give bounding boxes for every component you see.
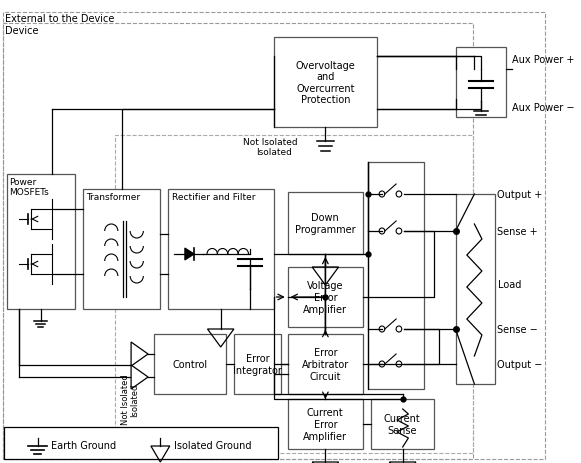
Text: Isolated Ground: Isolated Ground bbox=[174, 440, 251, 450]
Text: Voltage
Error
Amplifier: Voltage Error Amplifier bbox=[303, 281, 347, 314]
Text: Transformer: Transformer bbox=[86, 193, 140, 201]
Text: Load: Load bbox=[498, 279, 521, 289]
Bar bbox=[6, 175, 76, 309]
Text: Error
Integrator: Error Integrator bbox=[233, 353, 282, 375]
Text: Down
Programmer: Down Programmer bbox=[295, 213, 356, 234]
Text: Output −: Output − bbox=[497, 359, 543, 369]
Bar bbox=[371, 399, 434, 449]
Text: Device: Device bbox=[5, 26, 38, 36]
Bar bbox=[288, 334, 363, 394]
Text: Overvoltage
and
Overcurrent
Protection: Overvoltage and Overcurrent Protection bbox=[296, 61, 355, 105]
Bar bbox=[274, 38, 377, 128]
Text: Earth Ground: Earth Ground bbox=[51, 440, 116, 450]
Bar bbox=[115, 136, 474, 453]
Text: Sense −: Sense − bbox=[497, 324, 538, 334]
Text: External to the Device: External to the Device bbox=[5, 14, 114, 24]
Text: Power
MOSFETs: Power MOSFETs bbox=[9, 178, 49, 197]
Text: Error
Arbitrator
Circuit: Error Arbitrator Circuit bbox=[302, 348, 349, 381]
Bar bbox=[83, 189, 160, 309]
Bar bbox=[288, 193, 363, 255]
Bar bbox=[234, 334, 281, 394]
Text: Control: Control bbox=[173, 359, 207, 369]
Bar bbox=[288, 399, 363, 449]
Polygon shape bbox=[131, 365, 148, 389]
Text: Isolated: Isolated bbox=[130, 382, 139, 416]
Text: Isolated: Isolated bbox=[257, 148, 292, 156]
Text: Aux Power −: Aux Power − bbox=[512, 103, 575, 113]
Text: Sense +: Sense + bbox=[497, 226, 537, 237]
Text: Output +: Output + bbox=[497, 189, 542, 200]
Text: Current
Sense: Current Sense bbox=[384, 413, 421, 435]
Text: Not Isolated: Not Isolated bbox=[121, 374, 130, 425]
Text: Current
Error
Amplifier: Current Error Amplifier bbox=[303, 407, 347, 441]
Bar bbox=[288, 268, 363, 327]
Polygon shape bbox=[185, 249, 194, 260]
Text: Rectifier and Filter: Rectifier and Filter bbox=[171, 193, 255, 201]
Bar bbox=[3, 24, 472, 459]
Bar bbox=[168, 189, 274, 309]
Polygon shape bbox=[131, 342, 148, 366]
Bar bbox=[154, 334, 227, 394]
Text: Not Isolated: Not Isolated bbox=[243, 138, 298, 147]
Bar bbox=[3, 427, 278, 459]
Bar bbox=[368, 163, 424, 389]
Text: Aux Power +: Aux Power + bbox=[512, 55, 575, 65]
Bar bbox=[456, 194, 495, 384]
Bar bbox=[457, 48, 507, 118]
